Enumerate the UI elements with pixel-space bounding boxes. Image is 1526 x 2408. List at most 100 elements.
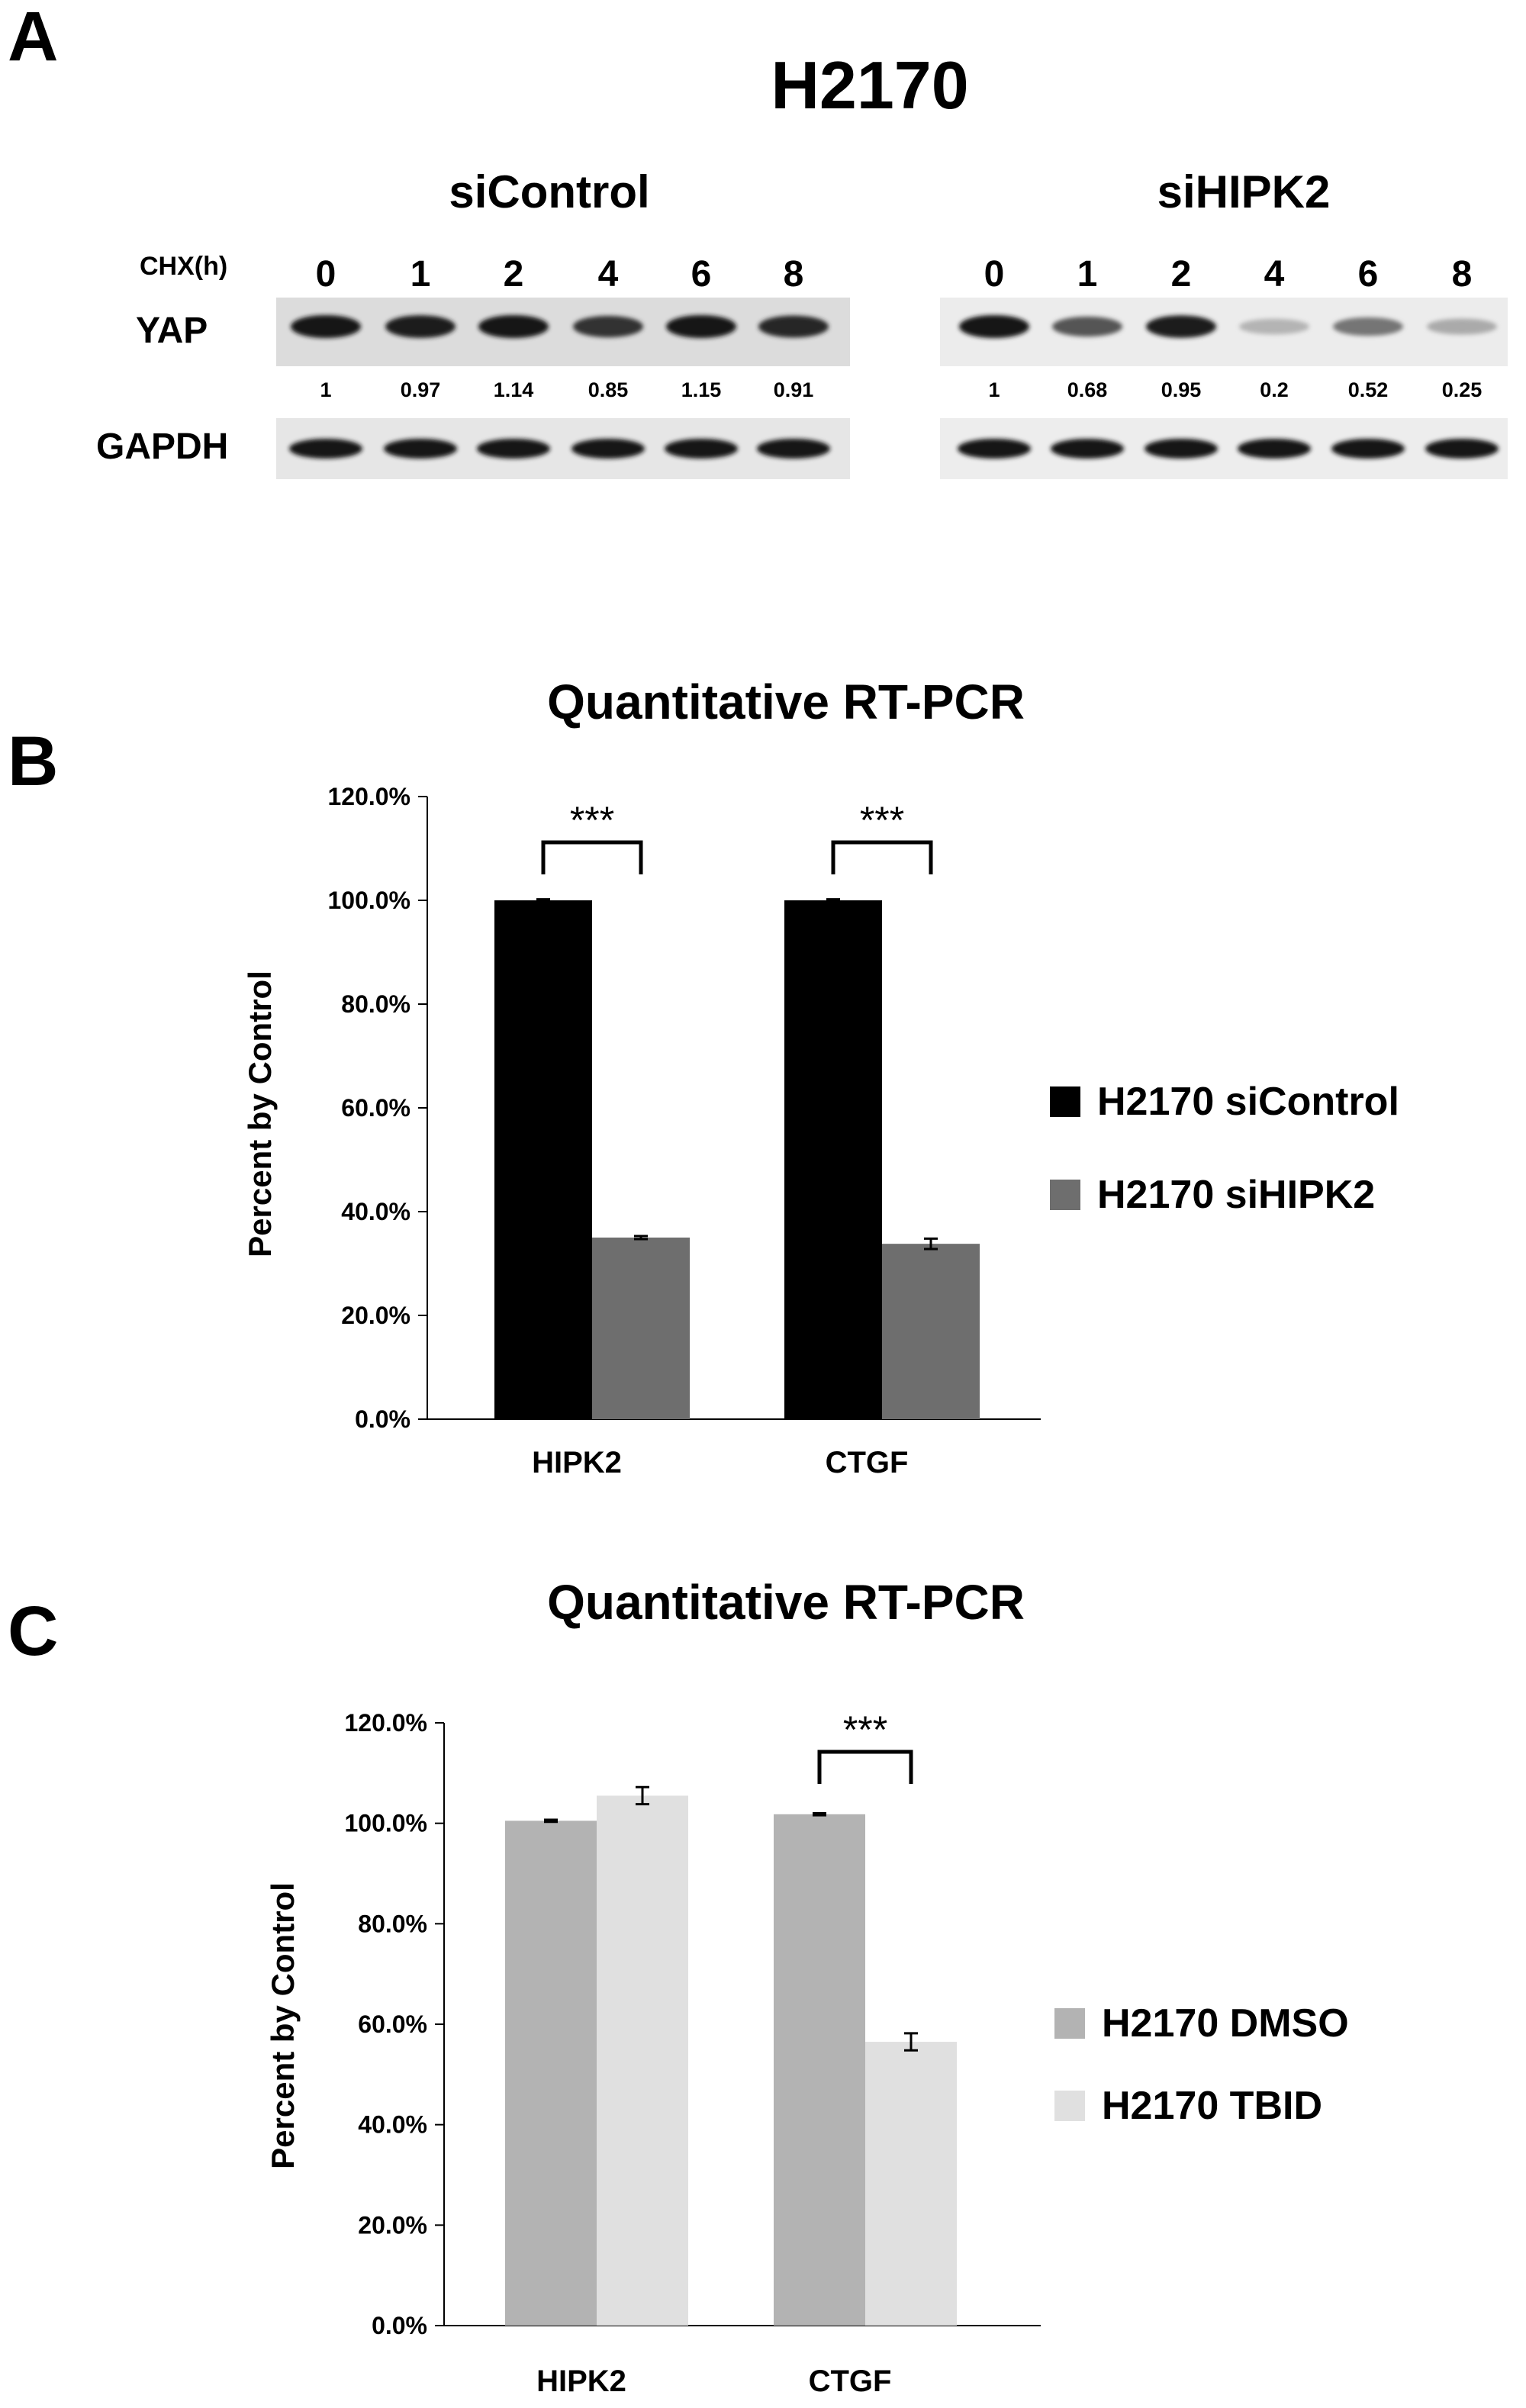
x-tick-label: HIPK2 bbox=[532, 1446, 622, 1479]
error-bar bbox=[544, 1818, 558, 1824]
y-tick-label: 100.0% bbox=[327, 887, 410, 914]
legend-label: H2170 TBID bbox=[1102, 2084, 1322, 2128]
legend-label: H2170 DMSO bbox=[1102, 2001, 1349, 2046]
lane-label: 8 bbox=[1451, 254, 1473, 295]
panel-letter-b: B bbox=[8, 723, 59, 800]
y-tick-label: 0.0% bbox=[355, 1405, 410, 1433]
significance-label: *** bbox=[843, 1708, 887, 1751]
significance-bracket bbox=[817, 1750, 913, 1784]
lane-label: 0 bbox=[315, 254, 336, 295]
yap-band bbox=[1427, 318, 1497, 335]
yap-band bbox=[1052, 316, 1122, 337]
y-tick-label: 100.0% bbox=[344, 1810, 427, 1837]
bar bbox=[784, 900, 882, 1419]
gapdh-band bbox=[757, 439, 830, 459]
yap-quant-value: 0.52 bbox=[1347, 378, 1389, 401]
western-blot bbox=[276, 298, 1508, 479]
yap-band bbox=[959, 315, 1029, 338]
legend-label: H2170 siHIPK2 bbox=[1097, 1173, 1375, 1217]
gapdh-band bbox=[1144, 439, 1218, 459]
yap-band bbox=[666, 315, 736, 338]
bar bbox=[505, 1820, 597, 2326]
error-bar bbox=[813, 1812, 826, 1817]
y-tick-label: 40.0% bbox=[358, 2111, 427, 2139]
y-tick-label: 60.0% bbox=[358, 2010, 427, 2038]
legend-swatch bbox=[1054, 2091, 1085, 2121]
panel-letter-a: A bbox=[8, 0, 59, 76]
cell-line-title: H2170 bbox=[771, 47, 969, 123]
yap-quant-value: 0.25 bbox=[1441, 378, 1483, 401]
legend-swatch bbox=[1050, 1180, 1080, 1210]
bar bbox=[882, 1244, 980, 1419]
blot-gapdh-sicontrol bbox=[276, 418, 850, 479]
lane-label: 4 bbox=[597, 254, 619, 295]
blot-gapdh-sihipk2 bbox=[940, 418, 1508, 479]
panel-letter-c: C bbox=[8, 1592, 59, 1670]
yap-quant-value: 1 bbox=[988, 378, 1000, 401]
yap-quant-value: 1.15 bbox=[681, 378, 722, 401]
y-tick-label: 120.0% bbox=[344, 1709, 427, 1737]
lane-label: 6 bbox=[1357, 254, 1379, 295]
gapdh-band bbox=[958, 439, 1031, 459]
significance-bracket bbox=[831, 840, 933, 874]
y-tick-label: 20.0% bbox=[358, 2211, 427, 2239]
legend-label: H2170 siControl bbox=[1097, 1080, 1399, 1124]
yap-band bbox=[1146, 315, 1216, 338]
significance-bracket bbox=[541, 840, 643, 874]
error-bar bbox=[904, 2032, 918, 2052]
legend-item: H2170 siHIPK2 bbox=[1050, 1173, 1375, 1217]
bar bbox=[597, 1795, 688, 2326]
condition-title-sicontrol: siControl bbox=[449, 166, 650, 217]
yap-quant-value: 0.68 bbox=[1067, 378, 1108, 401]
condition-title-sihipk2: siHIPK2 bbox=[1157, 166, 1331, 217]
gapdh-band bbox=[1238, 439, 1311, 459]
legend-swatch bbox=[1050, 1086, 1080, 1117]
lane-label: 1 bbox=[410, 254, 431, 295]
y-axis-label: Percent by Control bbox=[242, 971, 278, 1257]
x-tick-label: HIPK2 bbox=[536, 2365, 626, 2398]
yap-quant-value: 0.2 bbox=[1260, 378, 1289, 401]
y-axis-label: Percent by Control bbox=[265, 1882, 301, 2169]
lane-label: 0 bbox=[984, 254, 1005, 295]
yap-quant-value: 1.14 bbox=[493, 378, 534, 401]
legend-item: H2170 DMSO bbox=[1054, 2001, 1349, 2046]
error-bar bbox=[634, 1235, 648, 1241]
significance-label: *** bbox=[570, 799, 614, 842]
error-bar bbox=[826, 898, 840, 903]
legend-swatch bbox=[1054, 2008, 1085, 2039]
gapdh-band bbox=[289, 439, 362, 459]
row-label-gapdh: GAPDH bbox=[96, 427, 229, 467]
chart-title: Quantitative RT-PCR bbox=[547, 674, 1025, 729]
yap-band bbox=[1239, 318, 1309, 335]
yap-band bbox=[385, 315, 456, 338]
error-bar bbox=[924, 1237, 938, 1251]
y-tick-label: 0.0% bbox=[372, 2312, 427, 2339]
x-tick-label: CTGF bbox=[809, 2365, 892, 2398]
chart-b: Quantitative RT-PCR Percent by Control 0… bbox=[242, 674, 1399, 1479]
bar bbox=[494, 900, 592, 1419]
lane-label: 6 bbox=[691, 254, 712, 295]
y-tick-label: 80.0% bbox=[341, 990, 410, 1018]
yap-quant-value: 1 bbox=[320, 378, 332, 401]
lane-label: 2 bbox=[503, 254, 524, 295]
bar bbox=[592, 1238, 690, 1419]
yap-band bbox=[573, 315, 643, 338]
error-bar bbox=[536, 898, 550, 903]
y-tick-label: 20.0% bbox=[341, 1302, 410, 1329]
yap-band bbox=[291, 315, 361, 338]
y-tick-label: 120.0% bbox=[327, 783, 410, 810]
yap-band bbox=[478, 315, 549, 338]
lane-label: 4 bbox=[1264, 254, 1285, 295]
yap-quant-value: 0.95 bbox=[1161, 378, 1202, 401]
chart-title: Quantitative RT-PCR bbox=[547, 1575, 1025, 1630]
blot-yap-sicontrol bbox=[276, 298, 850, 366]
bar bbox=[865, 2042, 957, 2326]
yap-band bbox=[1333, 317, 1403, 336]
lane-label: 1 bbox=[1077, 254, 1098, 295]
row-label-yap: YAP bbox=[136, 311, 208, 351]
gapdh-band bbox=[1425, 439, 1499, 459]
gapdh-band bbox=[384, 439, 457, 459]
blot-yap-sihipk2 bbox=[940, 298, 1508, 366]
legend-item: H2170 siControl bbox=[1050, 1080, 1399, 1124]
y-tick-label: 60.0% bbox=[341, 1094, 410, 1122]
